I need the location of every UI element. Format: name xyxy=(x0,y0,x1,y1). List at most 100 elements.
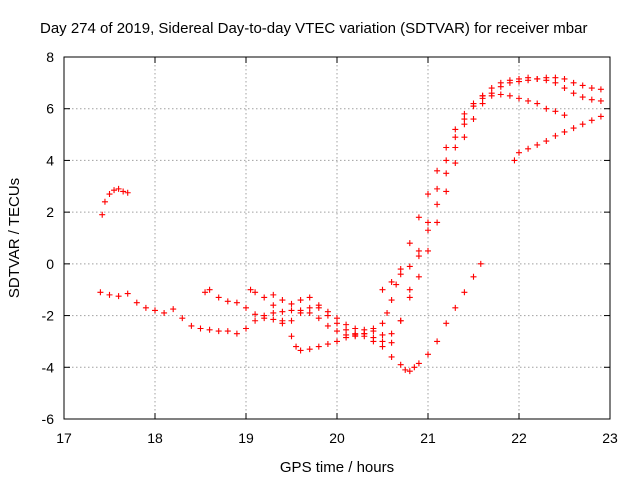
data-point xyxy=(247,286,254,293)
data-point xyxy=(297,309,304,316)
data-point xyxy=(461,110,468,117)
data-point xyxy=(534,75,541,82)
data-point xyxy=(443,144,450,151)
data-point xyxy=(388,278,395,285)
data-point xyxy=(288,317,295,324)
data-point xyxy=(120,188,127,195)
data-point xyxy=(279,308,286,315)
y-tick-label: 6 xyxy=(46,101,54,117)
data-point xyxy=(525,74,532,81)
y-tick-label: -4 xyxy=(42,359,55,375)
data-point xyxy=(170,306,177,313)
data-point xyxy=(306,304,313,311)
data-point xyxy=(124,189,131,196)
data-point xyxy=(406,368,413,375)
x-tick-label: 21 xyxy=(420,430,436,446)
data-point xyxy=(525,97,532,104)
data-point xyxy=(561,75,568,82)
data-point xyxy=(306,346,313,353)
data-point xyxy=(179,315,186,322)
data-point xyxy=(206,286,213,293)
data-point xyxy=(511,157,518,164)
x-tick-label: 19 xyxy=(238,430,254,446)
y-tick-label: 0 xyxy=(46,256,54,272)
data-point xyxy=(415,253,422,260)
data-point xyxy=(415,214,422,221)
data-point xyxy=(470,273,477,280)
data-point xyxy=(543,138,550,145)
data-point xyxy=(479,100,486,107)
data-point xyxy=(443,157,450,164)
data-point xyxy=(461,289,468,296)
data-point xyxy=(443,320,450,327)
data-point xyxy=(434,167,441,174)
data-point xyxy=(452,304,459,311)
data-point xyxy=(434,201,441,208)
data-point xyxy=(288,333,295,340)
data-point xyxy=(293,343,300,350)
plot-frame xyxy=(63,56,611,420)
data-point xyxy=(224,328,231,335)
data-point xyxy=(379,343,386,350)
data-point xyxy=(479,92,486,99)
data-point xyxy=(570,79,577,86)
data-point xyxy=(142,304,149,311)
data-point xyxy=(324,312,331,319)
series-segment-5 xyxy=(270,260,484,375)
data-point xyxy=(461,121,468,128)
data-point xyxy=(101,198,108,205)
data-point xyxy=(452,144,459,151)
grid-lines xyxy=(64,57,610,419)
data-point xyxy=(352,325,359,332)
data-point xyxy=(534,100,541,107)
data-point xyxy=(252,317,259,324)
data-point xyxy=(452,134,459,141)
data-point xyxy=(261,294,268,301)
data-points xyxy=(97,74,604,375)
data-point xyxy=(334,328,340,335)
data-point xyxy=(279,317,286,324)
data-point xyxy=(570,125,577,132)
data-point xyxy=(115,185,122,192)
data-point xyxy=(402,366,409,373)
y-tick-label: 8 xyxy=(46,49,54,65)
data-point xyxy=(477,260,484,267)
data-point xyxy=(106,291,113,298)
data-point xyxy=(443,188,450,195)
data-point xyxy=(384,309,391,316)
data-point xyxy=(588,85,595,92)
data-point xyxy=(379,338,386,345)
data-point xyxy=(497,79,504,86)
data-point xyxy=(252,311,259,318)
data-point xyxy=(206,326,213,333)
data-point xyxy=(411,364,418,371)
data-point xyxy=(270,309,277,316)
y-tick-label: 4 xyxy=(46,152,54,168)
data-point xyxy=(406,286,413,293)
data-point xyxy=(115,293,122,300)
data-point xyxy=(388,297,395,304)
data-point xyxy=(397,271,404,278)
data-point xyxy=(270,316,277,323)
data-point xyxy=(579,94,586,101)
data-point xyxy=(270,302,277,309)
data-point xyxy=(579,82,586,89)
data-point xyxy=(543,77,550,84)
series-segment-6 xyxy=(379,92,486,293)
data-point xyxy=(393,281,400,288)
data-point xyxy=(334,315,340,322)
data-point xyxy=(561,85,568,92)
data-point xyxy=(506,77,513,84)
data-point xyxy=(197,325,204,332)
data-point xyxy=(233,299,240,306)
data-point xyxy=(343,321,350,328)
data-point xyxy=(415,360,422,367)
data-point xyxy=(397,266,404,273)
data-point xyxy=(315,315,322,322)
data-point xyxy=(288,307,295,314)
data-point xyxy=(461,134,468,141)
data-point xyxy=(188,322,195,329)
data-point xyxy=(397,361,404,368)
y-tick-label: -2 xyxy=(42,308,55,324)
